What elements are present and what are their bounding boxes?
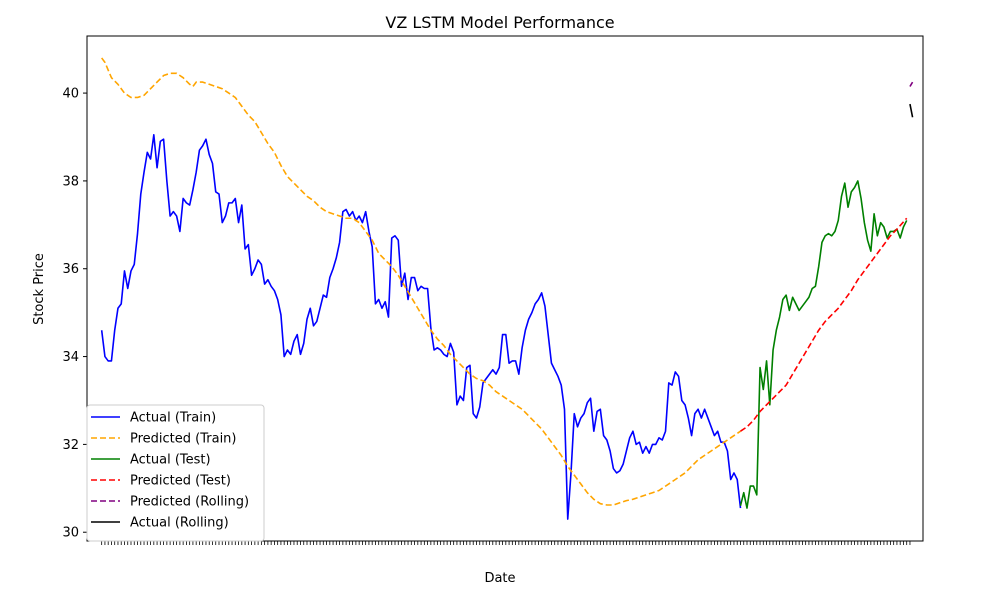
series-line-actual-test bbox=[739, 180, 908, 509]
legend-label: Predicted (Train) bbox=[130, 432, 237, 447]
legend: Actual (Train) Predicted (Train) Actual (T… bbox=[86, 404, 265, 542]
series-layer bbox=[100, 57, 914, 520]
x-axis-ticks bbox=[101, 541, 911, 545]
y-tick-label: 36 bbox=[62, 262, 79, 277]
y-tick-label: 34 bbox=[62, 350, 79, 365]
legend-box bbox=[86, 404, 265, 542]
series-line-predicted-test bbox=[740, 217, 908, 432]
series-line-predicted-rolling bbox=[909, 81, 914, 87]
y-tick-label: 40 bbox=[62, 87, 79, 102]
legend-label: Actual (Train) bbox=[130, 411, 216, 426]
y-axis-ticks: 30 32 34 36 38 40 bbox=[62, 87, 87, 541]
plot-area bbox=[86, 35, 924, 542]
legend-label: Actual (Rolling) bbox=[130, 516, 229, 531]
legend-label: Predicted (Test) bbox=[130, 474, 231, 489]
series-line-predicted-train bbox=[101, 57, 741, 506]
series-line-actual-train bbox=[100, 134, 742, 520]
x-axis-label: Date bbox=[484, 571, 515, 586]
y-tick-label: 38 bbox=[62, 174, 79, 189]
series-line-actual-rolling bbox=[909, 103, 914, 118]
legend-label: Predicted (Rolling) bbox=[130, 495, 249, 510]
y-tick-label: 32 bbox=[62, 438, 79, 453]
legend-label: Actual (Test) bbox=[130, 453, 211, 468]
chart-title: VZ LSTM Model Performance bbox=[385, 13, 614, 32]
y-axis-label: Stock Price bbox=[32, 253, 47, 325]
y-tick-label: 30 bbox=[62, 526, 79, 541]
